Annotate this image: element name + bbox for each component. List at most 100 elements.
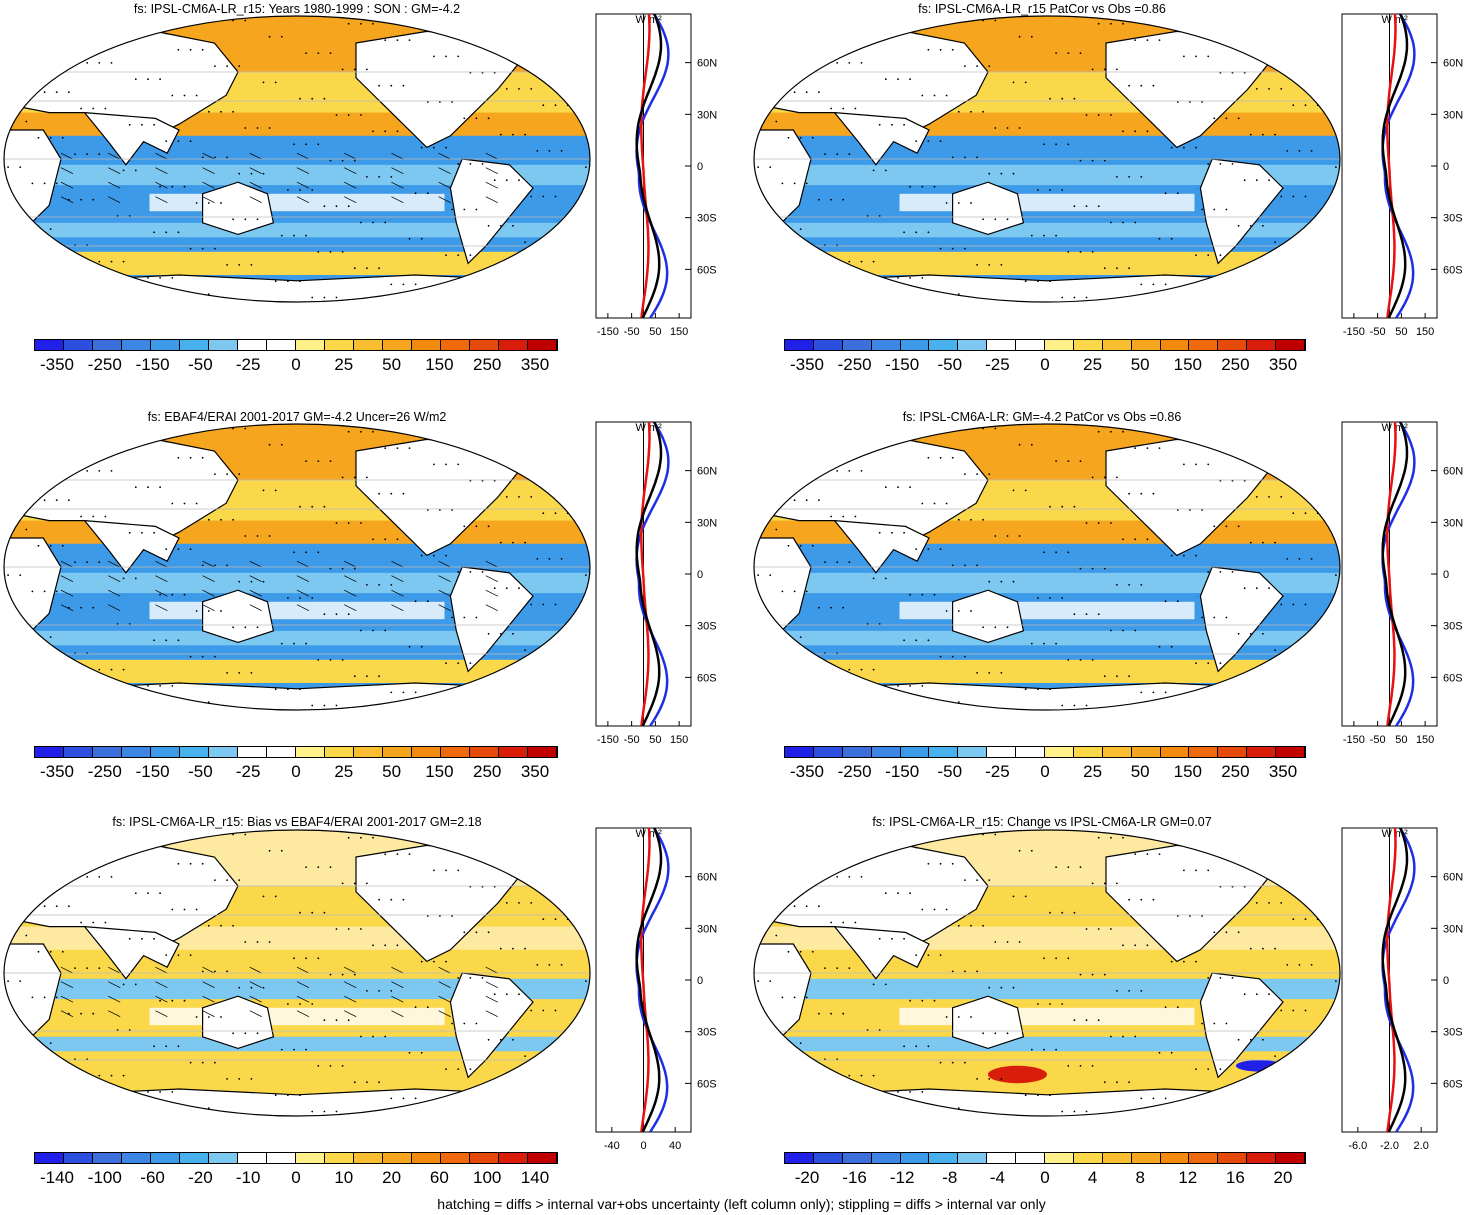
colorbar-swatch <box>929 340 959 350</box>
lat-label: 30N <box>697 923 717 935</box>
colorbar-swatch <box>441 1153 470 1163</box>
colorbar-swatch <box>1045 1153 1074 1163</box>
colorbar-label: 140 <box>520 1168 550 1187</box>
colorbar-swatch <box>151 340 180 350</box>
profile-blue <box>635 827 670 1133</box>
colorbar-swatch <box>412 747 441 757</box>
profile-black <box>635 827 663 1133</box>
colorbar-swatch <box>151 1153 180 1163</box>
colorbar-label: -350 <box>39 355 75 374</box>
colorbar-swatch <box>383 1153 412 1163</box>
zonal-tick-label: 40 <box>669 1140 681 1152</box>
colorbar-swatch <box>1189 1153 1219 1163</box>
colorbar-label: 0 <box>291 355 301 374</box>
zonal-tick-label: -40 <box>604 1140 620 1152</box>
colorbar-swatch <box>93 1153 122 1163</box>
zonal-tick-label: 50 <box>1395 734 1407 746</box>
colorbar-label: -140 <box>39 1168 75 1187</box>
colorbar-swatch <box>325 747 354 757</box>
colorbar-swatch <box>122 1153 151 1163</box>
colorbar-swatch <box>296 1153 325 1163</box>
zonal-tick-label: 150 <box>670 326 688 338</box>
colorbar-label: -8 <box>942 1168 958 1187</box>
colorbar-swatch <box>35 747 64 757</box>
lat-label: 30S <box>697 1027 717 1039</box>
lat-label: 60S <box>697 672 717 684</box>
colorbar-swatch <box>64 340 93 350</box>
colorbar-swatch <box>842 340 872 350</box>
colorbar-label: 25 <box>1083 355 1103 374</box>
colorbar-swatch <box>35 340 64 350</box>
colorbar-swatch <box>900 747 930 757</box>
colorbar-swatch <box>842 747 872 757</box>
profile-black <box>1381 13 1409 319</box>
colorbar-swatch <box>64 747 93 757</box>
lat-label: 60N <box>697 466 717 478</box>
colorbar-label: -350 <box>789 355 825 374</box>
lat-label: 0 <box>1443 161 1449 173</box>
colorbar-swatch <box>528 340 557 350</box>
profile-black <box>635 13 663 319</box>
lat-label: 60N <box>1443 466 1463 478</box>
colorbar <box>34 1152 558 1164</box>
colorbar-swatch <box>987 747 1017 757</box>
colorbar-swatch <box>122 340 151 350</box>
colorbar-swatch <box>64 1153 93 1163</box>
zonal-tick-label: -150 <box>1343 326 1365 338</box>
colorbar-swatch <box>813 747 843 757</box>
colorbar-swatch <box>209 1153 238 1163</box>
colorbar-swatch <box>209 340 238 350</box>
colorbar-swatch <box>1102 340 1132 350</box>
colorbar-swatch <box>1102 1153 1132 1163</box>
zonal-tick-label: 150 <box>1416 734 1434 746</box>
profile-red <box>640 827 651 1133</box>
colorbar-label: -50 <box>188 355 213 374</box>
colorbar-label: -16 <box>842 1168 867 1187</box>
colorbar-swatch <box>354 1153 383 1163</box>
colorbar-label: 350 <box>1268 355 1298 374</box>
zonal-tick-label: 150 <box>1416 326 1434 338</box>
lat-label: 60N <box>1443 872 1463 884</box>
colorbar-label: 250 <box>473 762 502 781</box>
profile-red <box>1386 421 1397 727</box>
profile-blue <box>1381 421 1416 727</box>
colorbar-label: 25 <box>334 355 354 374</box>
colorbar <box>784 746 1306 758</box>
colorbar-label: -25 <box>985 355 1010 374</box>
colorbar-swatch <box>267 1153 296 1163</box>
colorbar-swatch <box>180 340 209 350</box>
colorbar-swatch <box>209 747 238 757</box>
panel-title: fs: IPSL-CM6A-LR: GM=-4.2 PatCor vs Obs … <box>902 410 1182 424</box>
lat-label: 60S <box>1443 264 1463 276</box>
colorbar-swatch <box>871 340 901 350</box>
lat-label: 30N <box>697 109 717 121</box>
lat-label: 30N <box>1443 923 1463 935</box>
colorbar-swatch <box>412 340 441 350</box>
colorbar-swatch <box>383 747 412 757</box>
colorbar-swatch <box>1160 340 1190 350</box>
map <box>753 15 1341 303</box>
colorbar-swatch <box>871 1153 901 1163</box>
colorbar-label: 150 <box>425 355 454 374</box>
lat-label: 30S <box>697 213 717 225</box>
profile-blue <box>1381 13 1416 319</box>
colorbar-swatch <box>238 747 267 757</box>
colorbar-swatch <box>470 340 499 350</box>
colorbar-swatch <box>267 340 296 350</box>
colorbar-swatch <box>499 340 528 350</box>
colorbar-swatch <box>958 1153 988 1163</box>
colorbar-label: 250 <box>1221 355 1250 374</box>
colorbar-swatch <box>1218 1153 1248 1163</box>
colorbar-label: -150 <box>135 762 170 781</box>
lat-label: 0 <box>1443 975 1449 987</box>
colorbar-label: -25 <box>985 762 1010 781</box>
lat-label: 30N <box>697 517 717 529</box>
colorbar-label: 0 <box>291 762 301 781</box>
zonal-tick-label: -2.0 <box>1380 1140 1399 1152</box>
map <box>3 15 591 303</box>
colorbar-label: 50 <box>382 762 402 781</box>
lat-label: 0 <box>697 161 703 173</box>
